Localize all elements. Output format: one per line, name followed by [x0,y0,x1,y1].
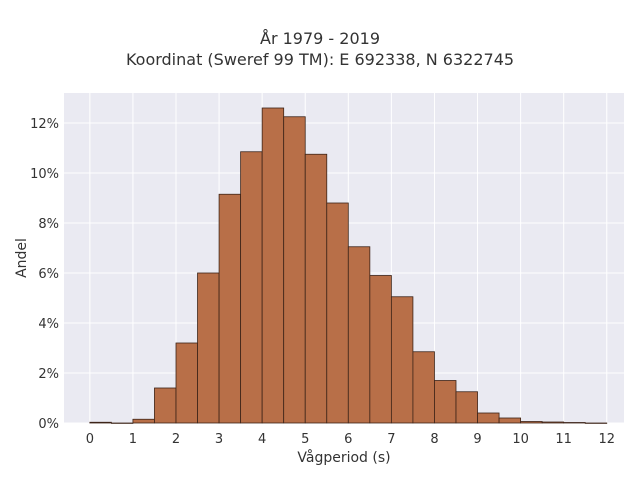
x-tick-label: 11 [555,432,572,447]
x-tick-label: 0 [86,432,94,447]
histogram-bar [132,418,155,424]
y-tick-label: 0% [38,417,59,432]
x-tick-label: 7 [387,432,395,447]
histogram-bar [175,342,198,424]
x-axis-label: Vågperiod (s) [297,449,390,466]
histogram-bar [89,421,112,424]
histogram-bar [455,391,478,424]
y-tick-label: 10% [30,167,59,182]
histogram-bar [390,296,414,424]
x-tick-label: 10 [512,432,529,447]
y-tick-label: 2% [38,367,59,382]
x-tick-label: 3 [215,432,223,447]
histogram-bar [304,153,328,424]
y-tick-label: 4% [38,317,59,332]
x-tick-label: 8 [430,432,438,447]
x-tick-label: 2 [172,432,180,447]
histogram-bar [498,417,522,424]
y-tick-label: 8% [38,217,59,232]
x-tick-label: 1 [129,432,137,447]
chart-subtitle: Koordinat (Sweref 99 TM): E 692338, N 63… [125,50,515,69]
x-tick-label: 9 [473,432,481,447]
histogram-bar [154,387,177,424]
histogram-bar [563,422,586,424]
y-axis-label: Andel [14,238,30,278]
y-axis-ticks: 0% 2% 4% 6% 8% 10% 12% [30,117,59,432]
x-axis-ticks: 0 1 2 3 4 5 6 7 8 9 10 11 12 [86,432,615,447]
histogram-bar [240,151,263,424]
histogram-bar [261,107,285,424]
histogram-bar [412,351,435,424]
x-tick-label: 12 [598,432,615,447]
y-tick-label: 6% [38,267,59,282]
histogram-bars [89,107,608,424]
x-tick-label: 4 [258,432,266,447]
histogram-bar [283,116,306,424]
histogram-bar [347,246,371,424]
histogram-bar [369,275,392,424]
histogram-bar [541,421,565,424]
y-tick-label: 12% [30,117,59,132]
histogram-bar [520,421,543,424]
x-tick-label: 6 [344,432,352,447]
x-tick-label: 5 [301,432,309,447]
histogram-bar [477,412,500,424]
histogram-bar [326,202,349,424]
histogram-bar [197,272,220,424]
chart-title: År 1979 - 2019 [260,29,380,48]
histogram-bar [434,380,457,424]
histogram-bar [218,193,242,424]
